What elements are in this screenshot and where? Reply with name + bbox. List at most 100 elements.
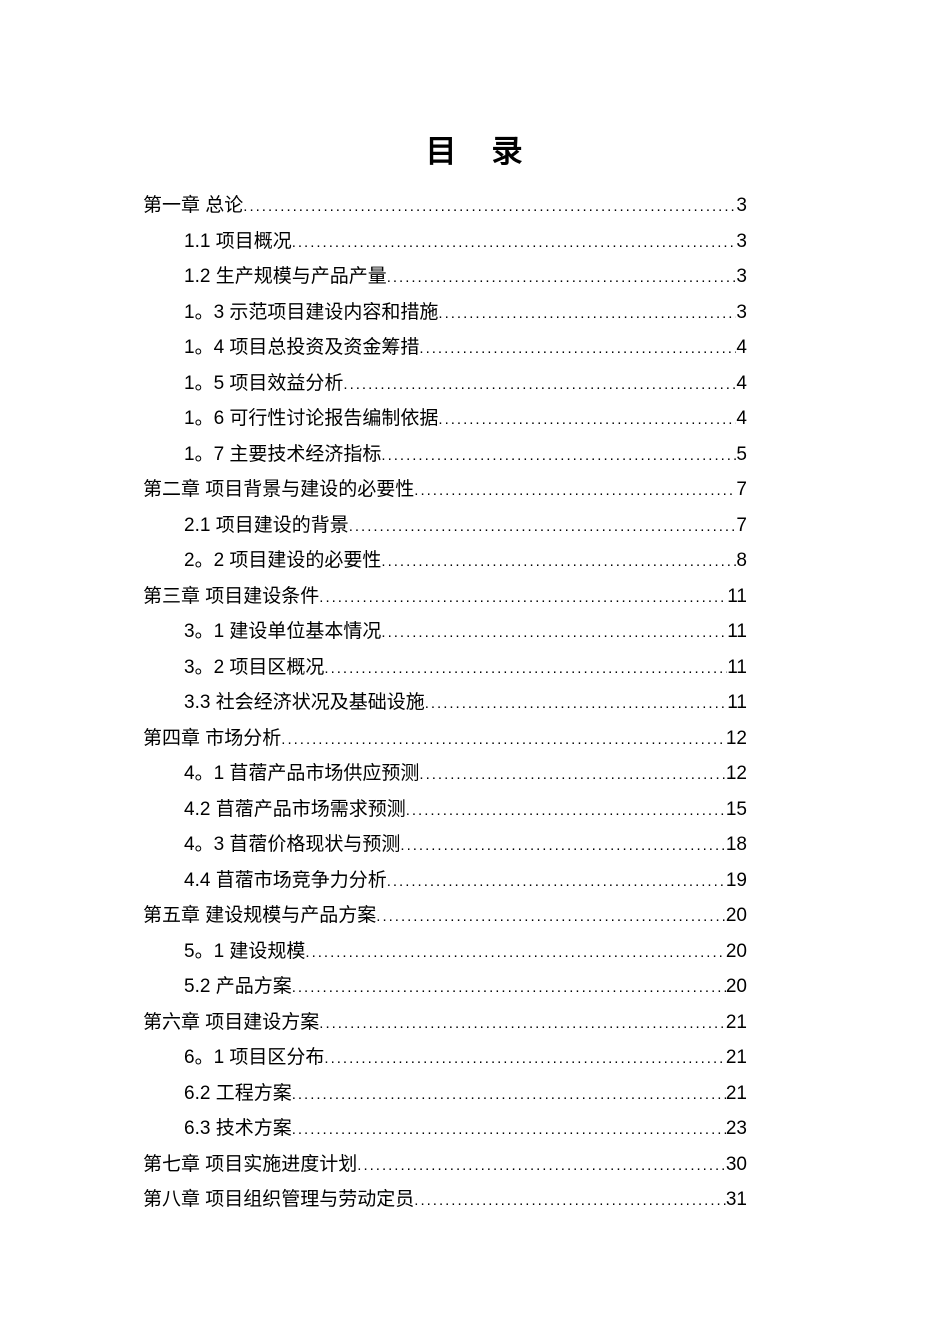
toc-entry: 1。4 项目总投资及资金筹措 4 <box>143 330 747 366</box>
dot-leader <box>400 828 725 864</box>
dot-leader <box>419 757 725 793</box>
toc-entry-page: 4 <box>736 372 747 394</box>
toc-entry-label: 1。7 主要技术经济指标 <box>184 443 382 465</box>
toc-entry: 4。3 苜蓿价格现状与预测 18 <box>143 827 747 863</box>
toc-entry-page: 11 <box>727 585 747 607</box>
toc-entry: 第六章 项目建设方案 21 <box>143 1005 747 1041</box>
dot-leader <box>343 367 736 403</box>
toc-entry: 4.2 苜蓿产品市场需求预测 15 <box>143 792 747 828</box>
toc-entry-page: 18 <box>725 834 747 855</box>
toc-entry-label: 1。4 项目总投资及资金筹措 <box>184 337 420 358</box>
toc-entry-page: 11 <box>727 621 747 642</box>
toc-entry: 1。5 项目效益分析 4 <box>143 366 747 402</box>
toc-entry: 1.2 生产规模与产品产量 3 <box>143 259 747 295</box>
dot-leader <box>381 615 727 651</box>
dot-leader <box>381 544 736 580</box>
toc-entry-page: 7 <box>736 479 747 500</box>
toc-entry-label: 3。2 项目区概况 <box>184 656 325 678</box>
toc-entry: 1。3 示范项目建设内容和措施 3 <box>143 295 747 331</box>
toc-entry-label: 第二章 项目背景与建设的必要性 <box>143 479 415 500</box>
dot-leader <box>243 189 736 225</box>
dot-leader <box>387 864 726 900</box>
toc-entry-page: 21 <box>725 1047 747 1068</box>
toc-entry-page: 3 <box>736 301 747 323</box>
toc-entry: 4。1 苜蓿产品市场供应预测 12 <box>143 756 747 792</box>
toc-entry: 1.1 项目概况 3 <box>143 224 747 260</box>
toc-entry-label: 5.2 产品方案 <box>184 976 292 997</box>
dot-leader <box>324 1041 725 1077</box>
toc-entry-page: 20 <box>725 976 747 997</box>
toc-entry-label: 2.1 项目建设的背景 <box>184 514 349 536</box>
toc-entry-page: 3 <box>736 195 747 216</box>
toc-entry-page: 30 <box>725 1153 747 1175</box>
toc-entry-label: 第八章 项目组织管理与劳动定员 <box>143 1189 415 1210</box>
toc-entry: 3。1 建设单位基本情况 11 <box>143 614 747 650</box>
toc-entry-label: 第五章 建设规模与产品方案 <box>143 905 377 926</box>
toc-entry: 3.3 社会经济状况及基础设施 11 <box>143 685 747 721</box>
toc-entry-label: 1.1 项目概况 <box>184 230 292 252</box>
toc-entry: 第八章 项目组织管理与劳动定员 31 <box>143 1182 747 1218</box>
toc-entry-label: 6。1 项目区分布 <box>184 1047 325 1068</box>
toc-entry-page: 3 <box>736 266 747 287</box>
toc-entry-page: 21 <box>725 1082 747 1104</box>
toc-entry: 第一章 总论 3 <box>143 188 747 224</box>
toc-entry-label: 3。1 建设单位基本情况 <box>184 621 382 642</box>
toc-entry-label: 2。2 项目建设的必要性 <box>184 550 382 571</box>
toc-entry: 2。2 项目建设的必要性 8 <box>143 543 747 579</box>
toc-entry-label: 4.2 苜蓿产品市场需求预测 <box>184 798 406 820</box>
toc-entry: 3。2 项目区概况 11 <box>143 650 747 686</box>
dot-leader <box>438 296 736 332</box>
toc-entry-label: 5。1 建设规模 <box>184 940 306 962</box>
toc-entry-label: 1。5 项目效益分析 <box>184 372 344 394</box>
dot-leader <box>425 686 728 722</box>
toc-entry-label: 第七章 项目实施进度计划 <box>143 1153 358 1175</box>
dot-leader <box>406 793 726 829</box>
dot-leader <box>376 899 726 935</box>
toc-entry-page: 11 <box>727 656 747 678</box>
toc-entry-page: 12 <box>725 727 747 749</box>
toc-entry: 第三章 项目建设条件 11 <box>143 579 747 615</box>
toc-entry: 5.2 产品方案 20 <box>143 969 747 1005</box>
toc-entry: 1。7 主要技术经济指标 5 <box>143 437 747 473</box>
dot-leader <box>292 970 726 1006</box>
toc-entry-label: 3.3 社会经济状况及基础设施 <box>184 692 425 713</box>
toc-entry-label: 第三章 项目建设条件 <box>143 585 320 607</box>
toc-entry-page: 4 <box>736 408 747 429</box>
toc-entry: 6。1 项目区分布 21 <box>143 1040 747 1076</box>
dot-leader <box>357 1148 726 1184</box>
toc-entry: 6.2 工程方案 21 <box>143 1076 747 1112</box>
toc-entry: 第二章 项目背景与建设的必要性 7 <box>143 472 747 508</box>
toc-entry: 4.4 苜蓿市场竞争力分析 19 <box>143 863 747 899</box>
toc-entry-label: 第四章 市场分析 <box>143 727 282 749</box>
toc-entry-label: 6.3 技术方案 <box>184 1118 292 1139</box>
dot-leader <box>414 473 736 509</box>
toc-entry: 5。1 建设规模 20 <box>143 934 747 970</box>
dot-leader <box>387 260 737 296</box>
toc-entry-label: 6.2 工程方案 <box>184 1082 292 1104</box>
toc-entry: 第五章 建设规模与产品方案 20 <box>143 898 747 934</box>
toc-entry-page: 8 <box>736 550 747 571</box>
toc-entry-label: 4。3 苜蓿价格现状与预测 <box>184 834 401 855</box>
dot-leader <box>419 331 736 367</box>
toc-entry-page: 21 <box>725 1011 747 1033</box>
dot-leader <box>292 225 737 261</box>
toc-entry-label: 1.2 生产规模与产品产量 <box>184 266 387 287</box>
dot-leader <box>319 580 727 616</box>
toc-entry-page: 7 <box>736 514 747 536</box>
toc-entry-page: 31 <box>725 1189 747 1210</box>
toc-entry-page: 11 <box>727 692 747 713</box>
dot-leader <box>349 509 737 545</box>
toc-entry: 第七章 项目实施进度计划 30 <box>143 1147 747 1183</box>
toc-entry-label: 第六章 项目建设方案 <box>143 1011 320 1033</box>
dot-leader <box>305 935 725 971</box>
toc-entry-label: 1。6 可行性讨论报告编制依据 <box>184 408 439 429</box>
dot-leader <box>438 402 736 438</box>
toc-entry-page: 4 <box>736 337 747 358</box>
toc-entry-page: 12 <box>725 763 747 784</box>
dot-leader <box>319 1006 726 1042</box>
toc-entry-page: 20 <box>725 940 747 962</box>
table-of-contents: 第一章 总论 3 1.1 项目概况 3 1.2 生产规模与产品产量 3 1。3 … <box>143 188 747 1218</box>
toc-entry: 6.3 技术方案 23 <box>143 1111 747 1147</box>
toc-entry-label: 4。1 苜蓿产品市场供应预测 <box>184 763 420 784</box>
toc-entry-label: 第一章 总论 <box>143 195 244 216</box>
